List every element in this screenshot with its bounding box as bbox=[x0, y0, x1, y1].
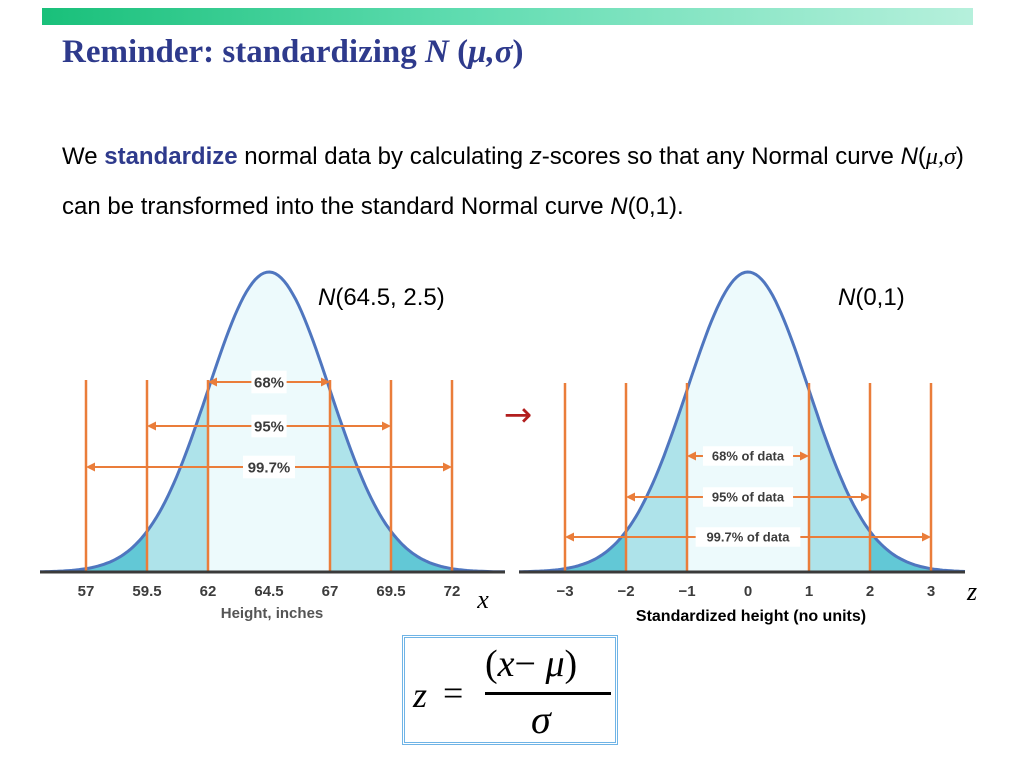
band-label-bg bbox=[695, 527, 801, 547]
within-1sd-area bbox=[687, 272, 809, 572]
title-close-paren: ) bbox=[512, 34, 524, 70]
text-run: ) bbox=[955, 143, 964, 170]
paren: ) bbox=[564, 643, 578, 685]
transform-arrow: → bbox=[504, 395, 533, 435]
band-label: 68% bbox=[254, 374, 284, 391]
axis-title: Standardized height (no units) bbox=[636, 608, 866, 625]
band-label: 68% of data bbox=[712, 449, 785, 464]
dist-params: (0,1) bbox=[855, 284, 904, 311]
formula-lhs: z bbox=[413, 675, 428, 715]
normal-curve bbox=[519, 270, 966, 574]
x-variable-label: x bbox=[476, 585, 489, 614]
formula-numerator: (x− μ) bbox=[485, 642, 577, 686]
paren: ( bbox=[485, 643, 498, 685]
z-score-formula: z = (x− μ) σ bbox=[402, 635, 618, 745]
tick-label: 59.5 bbox=[132, 583, 161, 600]
tick-label: −3 bbox=[556, 583, 573, 600]
tick-label: 1 bbox=[805, 583, 813, 600]
dist-n: N bbox=[838, 284, 856, 311]
title-open-paren: ( bbox=[448, 34, 469, 70]
text-run: ( bbox=[917, 143, 926, 170]
formula-content: z = (x− μ) σ bbox=[405, 638, 615, 742]
text-run: can be transformed into the standard Nor… bbox=[62, 193, 611, 220]
title-accent-bar bbox=[42, 8, 973, 25]
tick-label: 57 bbox=[78, 583, 95, 600]
tick-label: 72 bbox=[444, 583, 461, 600]
n-symbol: N bbox=[610, 193, 628, 220]
band-label-bg bbox=[702, 446, 794, 466]
dist-n: N bbox=[318, 284, 336, 311]
normal-curve bbox=[40, 270, 505, 574]
slide-title: Reminder: standardizing N (μ,σ) bbox=[62, 34, 524, 71]
z-symbol: z bbox=[529, 143, 542, 170]
keyword-standardize: standardize bbox=[104, 143, 238, 170]
n-symbol: N bbox=[900, 143, 918, 170]
tick-label: 2 bbox=[866, 583, 874, 600]
axis-title: Height, inches bbox=[221, 605, 324, 622]
tick-label: −2 bbox=[617, 583, 634, 600]
greek-params: μ,σ bbox=[925, 144, 956, 170]
formula-equals: = bbox=[443, 673, 464, 713]
band-label-bg bbox=[702, 487, 794, 507]
dist-params: (64.5, 2.5) bbox=[335, 284, 444, 311]
band-label: 95% bbox=[254, 418, 284, 435]
text-run: -scores so that any Normal curve bbox=[541, 143, 901, 170]
band-label: 95% of data bbox=[712, 490, 785, 505]
z-variable-label: z bbox=[966, 577, 977, 606]
formula-denominator: σ bbox=[531, 697, 551, 742]
band-label: 99.7% of data bbox=[706, 530, 790, 545]
fraction-bar bbox=[485, 692, 611, 695]
right-normal-plot: 68% of data 95% of data 99.7% of data −3 −2 −… bbox=[519, 270, 966, 625]
band-label: 99.7% bbox=[248, 459, 291, 476]
formula-mu: μ bbox=[545, 643, 565, 685]
band-label-bg bbox=[251, 370, 287, 394]
text-run: normal data by calculating bbox=[237, 143, 530, 170]
tick-label: 64.5 bbox=[254, 583, 283, 600]
left-dist-label: N(64.5, 2.5) bbox=[318, 284, 445, 311]
text-run: We bbox=[62, 143, 105, 170]
intro-paragraph: We standardize normal data by calculatin… bbox=[62, 132, 992, 231]
formula-minus: − bbox=[514, 643, 536, 685]
tick-label: 69.5 bbox=[376, 583, 405, 600]
title-symbol-n: N bbox=[425, 34, 449, 70]
tick-label: −1 bbox=[678, 583, 695, 600]
tick-label: 62 bbox=[200, 583, 217, 600]
tick-label: 3 bbox=[927, 583, 935, 600]
tick-label: 67 bbox=[322, 583, 339, 600]
title-text: Reminder: standardizing bbox=[62, 34, 425, 70]
band-label-bg bbox=[243, 455, 295, 479]
right-dist-label: N(0,1) bbox=[838, 284, 905, 311]
text-run: (0,1). bbox=[627, 193, 684, 220]
tick-label: 0 bbox=[744, 583, 752, 600]
band-label-bg bbox=[251, 414, 287, 438]
left-normal-plot: 68% 95% 99.7% 57 59.5 62 64.5 67 69.5 72 Height, i… bbox=[40, 270, 505, 622]
title-params: μ,σ bbox=[468, 34, 513, 70]
formula-x: x bbox=[497, 643, 515, 685]
